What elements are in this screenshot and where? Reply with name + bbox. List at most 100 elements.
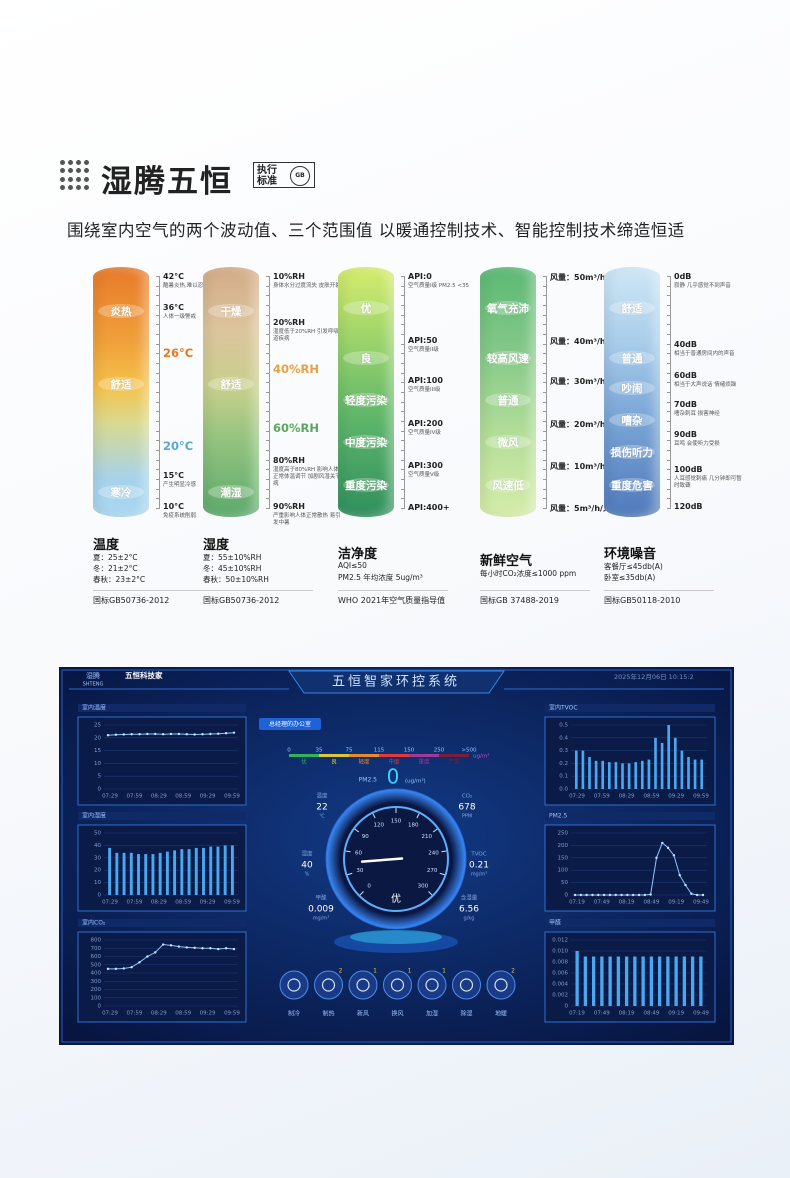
reading-value: 6.56 xyxy=(459,905,479,915)
scale-tick xyxy=(543,363,547,364)
y-tick-label: 5 xyxy=(98,774,102,780)
bar xyxy=(601,760,605,789)
scale-value: 42°C xyxy=(163,272,185,281)
scale-tick xyxy=(156,488,160,490)
aqi-break: >500 xyxy=(461,748,477,754)
point xyxy=(185,733,188,736)
panel-frame xyxy=(544,931,716,1023)
x-tick-label: 07:29 xyxy=(102,900,118,906)
control-label[interactable]: 新风 xyxy=(357,1010,369,1018)
point xyxy=(138,961,141,964)
control-label[interactable]: 地暖 xyxy=(495,1010,507,1018)
scale-tick xyxy=(401,343,405,345)
scale-tick xyxy=(667,334,671,335)
bar xyxy=(633,956,637,1006)
scale-value: 风量：20m³/h/人 xyxy=(550,420,617,429)
x-tick-label: 07:59 xyxy=(126,900,142,906)
y-tick-label: 200 xyxy=(91,987,102,993)
bar xyxy=(682,956,687,1006)
point xyxy=(224,731,228,735)
point xyxy=(695,893,699,897)
control-icon[interactable] xyxy=(459,978,474,992)
room-button[interactable] xyxy=(259,718,321,730)
zone-label: 干燥 xyxy=(220,306,242,318)
control-icon[interactable] xyxy=(425,978,439,992)
control-icon[interactable] xyxy=(321,978,336,992)
bar xyxy=(588,757,591,789)
control-icon[interactable] xyxy=(356,978,370,992)
bar xyxy=(654,737,657,789)
point xyxy=(146,732,149,736)
x-tick-label: 09:59 xyxy=(224,1011,240,1017)
pillar-disc xyxy=(208,304,254,318)
control-label[interactable]: 换风 xyxy=(391,1010,403,1018)
column-title: 环境噪音 xyxy=(604,547,657,562)
logo: 湿腾 xyxy=(86,671,100,680)
y-tick-label: 400 xyxy=(91,971,102,977)
control-label[interactable]: 加湿 xyxy=(426,1010,438,1018)
bar xyxy=(700,759,704,789)
aqi-level: 轻度 xyxy=(358,758,370,766)
bar xyxy=(624,956,629,1006)
control-button[interactable] xyxy=(452,970,481,1000)
control-icon[interactable] xyxy=(390,978,405,992)
control-badge: 1 xyxy=(442,968,446,975)
scale-tick xyxy=(667,508,671,509)
x-tick-label: 07:19 xyxy=(569,900,585,906)
scale-tick xyxy=(401,459,405,461)
reading-value: 0.009 xyxy=(308,905,334,915)
bar xyxy=(616,956,621,1006)
panel-header xyxy=(545,812,715,820)
scale-tick xyxy=(543,430,547,432)
scale-value: 20°C xyxy=(163,439,194,453)
room-name[interactable]: 总经理的办公室 xyxy=(269,720,311,728)
scale-tick xyxy=(266,372,270,374)
control-button[interactable] xyxy=(417,970,447,1000)
point xyxy=(193,733,196,736)
control-label[interactable]: 制冷 xyxy=(288,1010,300,1018)
y-tick-label: 0 xyxy=(565,1004,569,1010)
control-icon[interactable] xyxy=(494,978,508,992)
scale-tick xyxy=(156,479,160,480)
x-tick-label: 09:29 xyxy=(200,1011,216,1017)
control-button[interactable] xyxy=(348,970,378,1000)
scale-tick xyxy=(156,392,160,393)
reading-name: CO₂ xyxy=(462,794,472,800)
control-button[interactable] xyxy=(279,970,309,1000)
scale-tick xyxy=(156,353,160,355)
point xyxy=(643,893,647,897)
point xyxy=(217,732,220,735)
control-label[interactable]: 除湿 xyxy=(460,1010,472,1018)
point xyxy=(114,967,118,971)
x-tick-label: 09:29 xyxy=(200,794,216,800)
scale-tick xyxy=(667,411,671,413)
y-tick-label: 20 xyxy=(94,735,101,741)
point xyxy=(154,732,157,736)
control-button[interactable] xyxy=(314,970,343,1000)
column-standard: WHO 2021年空气质量指导值 xyxy=(338,590,448,606)
scale-tick xyxy=(667,372,671,374)
zone-label: 寒冷 xyxy=(110,487,132,499)
control-button[interactable] xyxy=(383,970,412,1000)
scale-tick xyxy=(543,276,547,277)
control-button[interactable] xyxy=(486,970,516,1000)
scale-tick xyxy=(156,498,160,500)
scale-tick xyxy=(266,392,270,393)
control-label[interactable]: 制热 xyxy=(322,1010,334,1018)
scale-tick xyxy=(543,508,547,509)
bar xyxy=(699,956,703,1006)
y-tick-label: 0.5 xyxy=(559,723,568,729)
scale-tick xyxy=(401,334,405,335)
control-icon[interactable] xyxy=(287,978,301,992)
pillar-disc xyxy=(343,478,389,492)
scale-value: API:400+ xyxy=(408,503,450,512)
point xyxy=(608,893,612,897)
bar xyxy=(621,763,624,789)
zone-label: 氧气充沛 xyxy=(487,303,529,315)
y-tick-label: 200 xyxy=(558,843,569,849)
column-line: 春秋：23±2°C xyxy=(93,575,146,584)
point xyxy=(114,733,118,736)
control-badge: 2 xyxy=(339,968,343,975)
panel-title: 甲醛 xyxy=(549,919,561,927)
bar xyxy=(640,760,644,789)
